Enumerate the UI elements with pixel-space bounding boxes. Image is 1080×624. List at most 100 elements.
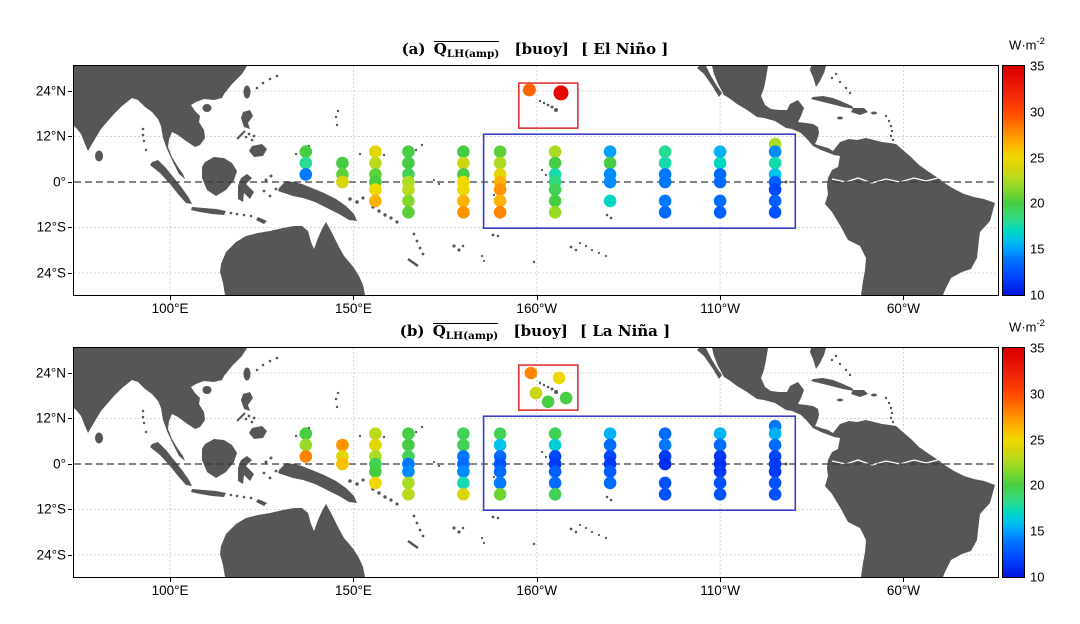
buoy-dots (299, 366, 782, 501)
buoy-dot (369, 476, 382, 490)
buoy-dot (603, 438, 617, 452)
pacific-map-b (74, 348, 998, 577)
x-tick-label: 150°E (334, 301, 372, 316)
buoy-dot (457, 183, 470, 196)
panel-a-title: (a) QLH(amp) [buoy] [ El Niño ] (73, 40, 997, 60)
y-tick-label: 24°S (36, 547, 66, 563)
buoy-dot (768, 476, 782, 490)
colorbar-unit-a: W·m-2 (1009, 36, 1045, 53)
buoy-dot (548, 465, 562, 478)
buoy-dot (713, 427, 727, 440)
colorbar-tick-label: 25 (1030, 432, 1045, 448)
pacific-map-a (74, 66, 998, 295)
buoy-dot (402, 145, 415, 158)
buoy-dot (541, 395, 555, 409)
buoy-dot (658, 427, 672, 440)
buoy-dot (299, 156, 313, 170)
buoy-dot (713, 438, 727, 452)
buoy-dot (713, 488, 727, 501)
x-tick-mark (353, 578, 355, 582)
buoy-dot (548, 476, 562, 490)
buoy-dot (402, 476, 415, 490)
buoy-dot (713, 175, 727, 189)
x-tick-label: 60°W (886, 583, 921, 598)
buoy-dot (658, 194, 672, 208)
y-tick-mark (68, 91, 72, 92)
buoy-dot (548, 488, 562, 501)
buoy-dot (768, 206, 782, 219)
buoy-dot (548, 156, 562, 170)
x-tick-label: 150°E (334, 583, 372, 598)
buoy-dot (548, 194, 562, 208)
x-tick-label: 160°W (516, 583, 558, 598)
colorbar-tick-label: 30 (1030, 104, 1045, 120)
buoy-dot (369, 465, 382, 478)
red-region-box (518, 364, 579, 411)
buoy-dot (713, 206, 727, 219)
colorbar-tick-label: 10 (1030, 287, 1045, 303)
buoy-dot (457, 206, 470, 219)
buoy-dot (658, 175, 672, 189)
buoy-dot (548, 438, 562, 452)
buoy-dot (402, 194, 415, 208)
buoy-dot (559, 391, 573, 405)
buoy-dot (402, 183, 415, 196)
buoy-dot (493, 465, 507, 478)
buoy-dot (603, 175, 617, 189)
buoy-dot (369, 427, 382, 440)
x-tick-label: 100°E (151, 583, 189, 598)
buoy-dot (299, 438, 313, 452)
y-tick-label: 12°S (36, 219, 66, 235)
colorbar-unit-b: W·m-2 (1009, 318, 1045, 335)
blue-region-box (482, 133, 797, 230)
jet-gradient (1003, 66, 1024, 295)
colorbar-tick-label: 15 (1030, 523, 1045, 539)
buoy-dot (493, 438, 507, 452)
buoy-dot (658, 156, 672, 170)
buoy-dot (768, 488, 782, 501)
phase-tag-el-nino: [ El Niño ] (581, 40, 669, 58)
y-tick-mark (68, 554, 72, 556)
buoy-dot (457, 427, 470, 440)
buoy-dot (493, 427, 507, 440)
y-tick-label: 24°S (36, 265, 66, 281)
q-lh-amp-symbol: QLH(amp) (432, 322, 499, 342)
x-tick-label: 60°W (886, 301, 921, 316)
buoy-dot (658, 145, 672, 158)
y-tick-label: 0° (53, 174, 66, 190)
buoy-dot (529, 386, 543, 400)
buoy-dot (457, 194, 470, 208)
blue-region-box (482, 415, 797, 512)
y-tick-mark (68, 463, 72, 465)
y-tick-label: 0° (53, 456, 66, 472)
colorbar-tick-label: 15 (1030, 241, 1045, 257)
buoy-dot (299, 450, 313, 463)
y-tick-mark (68, 181, 72, 183)
colorbar-tick-label: 35 (1030, 340, 1045, 356)
buoy-dot (493, 476, 507, 490)
buoy-dot (369, 156, 382, 170)
phase-tag-la-nina: [ La Niña ] (580, 322, 671, 340)
buoy-dot (493, 194, 507, 208)
buoy-dot (603, 145, 617, 158)
x-tick-label: 110°W (700, 583, 740, 598)
buoy-dot (493, 156, 507, 170)
colorbar-tick-label: 35 (1030, 58, 1045, 74)
buoy-dot (548, 427, 562, 440)
buoy-dot (299, 145, 313, 158)
panel-b-title: (b) QLH(amp) [buoy] [ La Niña ] (73, 322, 997, 342)
x-tick-label: 100°E (151, 301, 189, 316)
y-tick-mark (68, 136, 72, 138)
colorbar-tick-label: 20 (1030, 477, 1045, 493)
colorbar-tick-label: 25 (1030, 150, 1045, 166)
x-tick-mark (170, 296, 172, 300)
buoy-dot (402, 427, 415, 440)
buoy-dot (548, 145, 562, 158)
buoy-dots (299, 83, 782, 219)
buoy-dot (713, 465, 727, 478)
buoy-dot (658, 457, 672, 471)
buoy-dot (457, 156, 470, 170)
red-region-box (518, 82, 579, 129)
buoy-dot (493, 183, 507, 196)
